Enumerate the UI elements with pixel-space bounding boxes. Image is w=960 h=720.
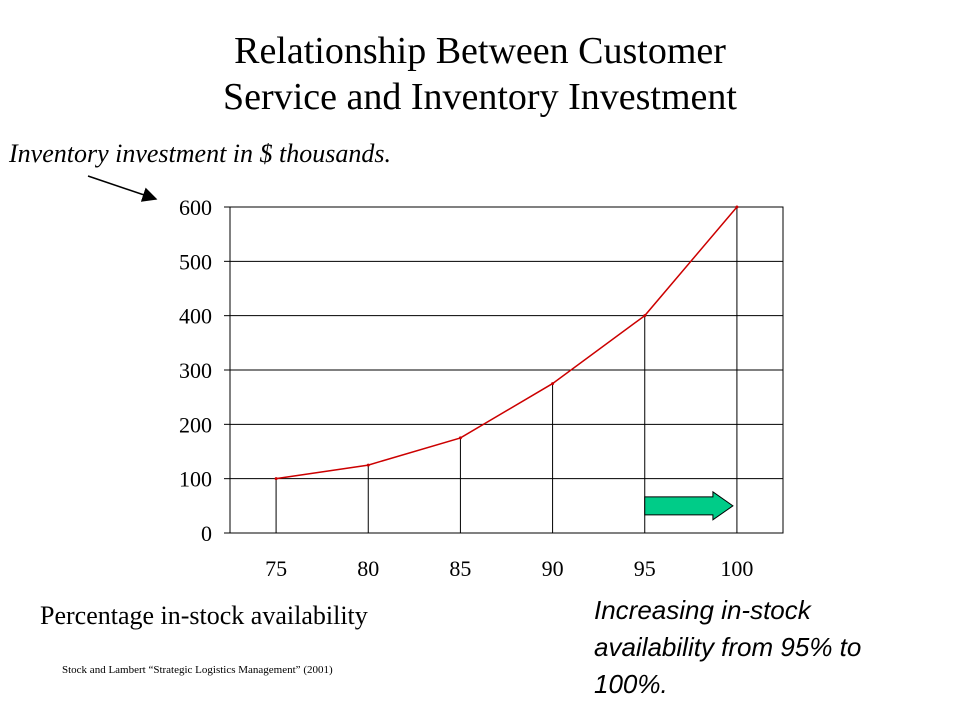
y-tick-label: 600 (179, 195, 212, 220)
y-tick-label: 400 (179, 304, 212, 329)
x-tick-label: 85 (449, 556, 471, 581)
data-point (458, 436, 462, 440)
data-point (551, 382, 555, 386)
availability-note: Increasing in-stock availability from 95… (594, 595, 862, 699)
y-tick-label: 100 (179, 467, 212, 492)
increase-arrow (644, 490, 734, 521)
y-tick-label: 200 (179, 412, 212, 437)
data-point (643, 314, 647, 318)
plot-area: 0 100 200 300 400 500 600 75 80 85 90 95 100 (179, 195, 784, 581)
y-tick-label: 0 (201, 521, 212, 546)
x-tick-label: 80 (357, 556, 379, 581)
data-point (274, 477, 278, 481)
x-tick-label: 95 (634, 556, 656, 581)
citation: Stock and Lambert “Strategic Logistics M… (62, 664, 333, 676)
slide-title: Relationship Between Customer Service an… (0, 28, 960, 120)
annotation-pointer-arrow (87, 175, 158, 202)
slide-title-line-2: Service and Inventory Investment (223, 76, 737, 118)
data-point (366, 463, 370, 467)
x-tick-label: 75 (265, 556, 287, 581)
y-tick-label: 500 (179, 249, 212, 274)
series-line (275, 206, 738, 480)
x-tick-label: 90 (542, 556, 564, 581)
y-tick-label: 300 (179, 358, 212, 383)
slide-title-line-1: Relationship Between Customer (234, 30, 726, 72)
data-point (735, 205, 739, 209)
x-axis-annotation: Percentage in-stock availability (40, 601, 368, 630)
y-axis-annotation: Inventory investment in $ thousands. (9, 139, 391, 168)
x-tick-label: 100 (720, 556, 753, 581)
